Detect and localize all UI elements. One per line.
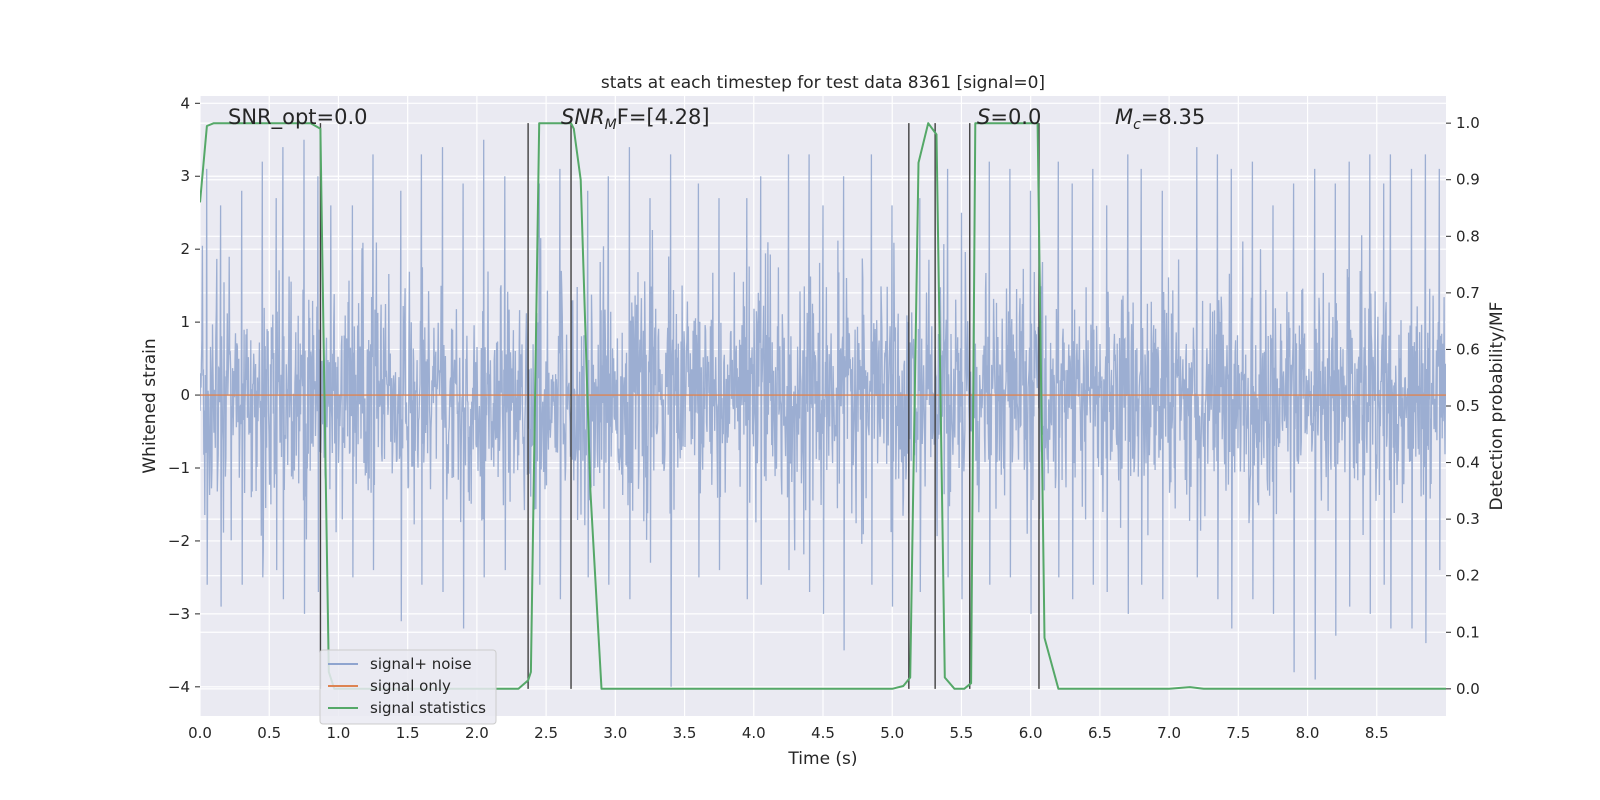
left-tick-label: −2 [168, 532, 190, 550]
legend-label-noise: signal+ noise [370, 655, 472, 673]
annotation-s-base: S [977, 105, 990, 129]
x-tick-label: 7.0 [1157, 724, 1181, 742]
right-tick-label: 0.8 [1456, 227, 1480, 245]
x-tick-label: 8.0 [1296, 724, 1320, 742]
statistics-series [200, 122, 1446, 690]
annotation-mc-base: M [1115, 105, 1133, 129]
x-tick-label: 6.0 [1019, 724, 1043, 742]
right-axis-ticks: 0.0 0.1 0.2 0.3 0.4 0.5 0.6 0.7 0.8 0.9 1.0 [1446, 114, 1480, 698]
left-tick-label: 0 [180, 386, 190, 404]
annotation-mc-rest: =8.35 [1141, 105, 1205, 129]
annotation-s-rest: =0.0 [990, 105, 1041, 129]
left-tick-label: −3 [168, 605, 190, 623]
left-tick-label: 1 [180, 313, 190, 331]
annotation-snr-mf: SNRMF=[4.28] [561, 105, 710, 133]
legend-label-signal-only: signal only [370, 677, 451, 695]
x-tick-label: 3.0 [603, 724, 627, 742]
right-tick-label: 0.2 [1456, 567, 1480, 585]
x-tick-label: 4.0 [742, 724, 766, 742]
right-tick-label: 0.6 [1456, 340, 1480, 358]
right-tick-label: 0.7 [1456, 284, 1480, 302]
x-tick-label: 0.5 [257, 724, 281, 742]
left-axis-label: Whitened strain [140, 338, 160, 473]
left-axis-ticks: −4 −3 −2 −1 0 1 2 3 4 [168, 94, 200, 696]
left-tick-label: 3 [180, 167, 190, 185]
statistics-line [200, 122, 1446, 690]
annotation-mc: Mc=8.35 [1115, 105, 1205, 133]
x-tick-label: 6.5 [1088, 724, 1112, 742]
noise-line [200, 139, 1446, 687]
x-tick-label: 7.5 [1226, 724, 1250, 742]
x-tick-label: 2.0 [465, 724, 489, 742]
noise-series [200, 139, 1446, 687]
left-tick-label: 4 [180, 94, 190, 112]
right-tick-label: 0.1 [1456, 623, 1480, 641]
x-tick-label: 0.0 [188, 724, 212, 742]
x-axis-ticks: 0.0 0.5 1.0 1.5 2.0 2.5 3.0 3.5 4.0 4.5 5.0 5.5 6.0 6… [188, 724, 1389, 742]
legend-box [319, 649, 497, 725]
legend-label-statistics: signal statistics [370, 699, 486, 717]
x-tick-label: 5.0 [880, 724, 904, 742]
right-tick-label: 0.0 [1456, 680, 1480, 698]
right-tick-label: 0.9 [1456, 171, 1480, 189]
right-tick-label: 0.3 [1456, 510, 1480, 528]
annotation-snr-mf-sub: M [605, 117, 617, 133]
right-axis-label: Detection probability/MF [1487, 302, 1507, 511]
right-tick-label: 0.4 [1456, 454, 1480, 472]
x-tick-label: 1.5 [396, 724, 420, 742]
annotation-snr-opt: SNR_opt=0.0 [228, 105, 368, 130]
x-axis-label: Time (s) [787, 749, 857, 769]
right-tick-label: 0.5 [1456, 397, 1480, 415]
vertical-markers [319, 123, 1040, 689]
right-tick-label: 1.0 [1456, 114, 1480, 132]
x-tick-label: 3.5 [673, 724, 697, 742]
annotation-mc-sub: c [1133, 117, 1141, 133]
x-tick-label: 4.5 [811, 724, 835, 742]
legend: signal+ noise signal only signal statist… [319, 649, 497, 725]
left-tick-label: 2 [180, 240, 190, 258]
left-tick-label: −4 [168, 678, 190, 696]
x-tick-label: 1.0 [327, 724, 351, 742]
chart-title: stats at each timestep for test data 836… [601, 73, 1045, 93]
x-tick-label: 5.5 [950, 724, 974, 742]
x-tick-label: 2.5 [534, 724, 558, 742]
annotation-snr-mf-rest: F=[4.28] [617, 105, 710, 129]
x-tick-label: 8.5 [1365, 724, 1389, 742]
annotation-s: S=0.0 [977, 105, 1041, 129]
left-tick-label: −1 [168, 459, 190, 477]
annotation-snr-mf-base: SNR [561, 105, 605, 129]
